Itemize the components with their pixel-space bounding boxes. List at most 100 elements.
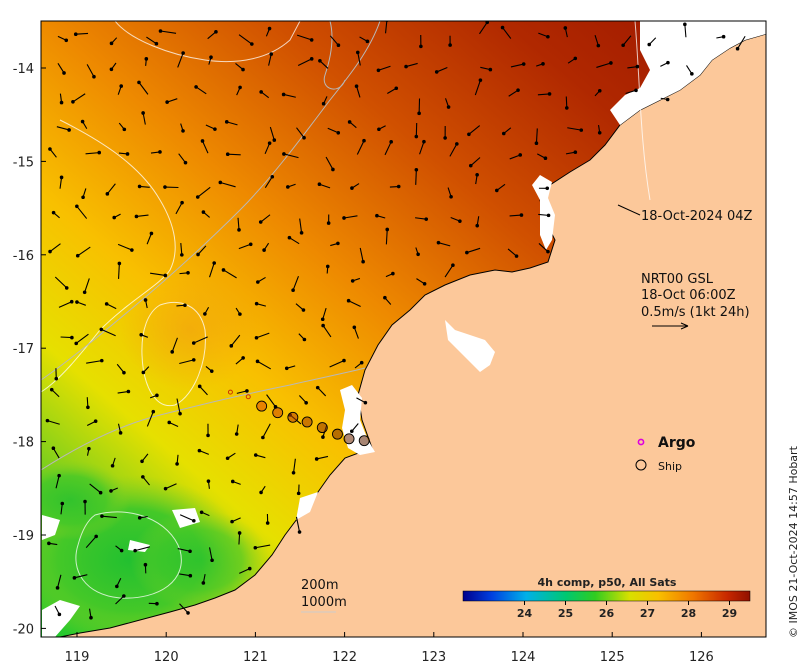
current-arrow [317, 387, 327, 397]
current-arrow [470, 157, 481, 167]
current-arrow [419, 141, 425, 155]
current-arrow-head [282, 152, 286, 156]
current-arrow-head [209, 55, 213, 60]
current-arrow-head [180, 200, 184, 205]
current-arrow-head [237, 531, 242, 535]
current-arrow [474, 79, 481, 96]
current-arrow [329, 360, 345, 368]
ship-legend-label: Ship [658, 460, 682, 473]
lon-tick-label: 122 [332, 650, 357, 665]
current-arrow [322, 307, 327, 320]
current-arrow-head [229, 344, 234, 348]
current-arrow-head [494, 188, 499, 193]
current-arrow-head [98, 490, 103, 495]
current-arrow [89, 483, 101, 494]
current-arrow [297, 58, 312, 67]
current-arrow [260, 214, 271, 223]
current-arrow [507, 248, 517, 257]
current-arrow [208, 547, 213, 561]
current-arrow [146, 233, 152, 245]
current-arrow-head [326, 221, 331, 225]
current-arrow-head [309, 57, 314, 61]
argo-marker-icon [637, 438, 645, 446]
current-arrow-head [126, 389, 131, 394]
current-arrow-head [71, 100, 75, 104]
current-arrow-head [194, 85, 198, 89]
current-arrow-head [72, 576, 77, 580]
current-arrow-head [579, 128, 584, 132]
current-arrow-head [448, 43, 452, 47]
current-arrow-head [201, 210, 206, 214]
land-mass [59, 33, 766, 637]
current-arrow [72, 93, 86, 103]
lat-tick-label: -15 [13, 155, 34, 170]
current-arrow [150, 272, 166, 276]
current-arrow [567, 127, 582, 131]
current-arrow [55, 475, 60, 489]
current-arrow-head [167, 420, 172, 425]
current-arrow-head [516, 88, 520, 92]
current-arrow [415, 169, 417, 185]
current-arrow [58, 301, 72, 308]
current-arrow-head [191, 358, 196, 362]
current-arrow-head [45, 418, 50, 423]
current-arrow-head [501, 131, 506, 136]
current-arrow [296, 127, 305, 139]
lat-tick-label: -17 [13, 342, 34, 357]
current-scale-label: 0.5m/s (1kt 24h) [641, 305, 750, 320]
current-arrow-head [155, 393, 159, 398]
current-arrow [179, 573, 191, 577]
current-arrow-head [321, 435, 325, 439]
current-arrow-head [331, 167, 335, 172]
current-arrow-head [151, 409, 156, 414]
current-arrow-head [99, 327, 104, 332]
current-arrow [256, 332, 270, 339]
current-arrow [84, 278, 90, 293]
colorbar-tick-label: 28 [681, 607, 696, 620]
current-arrow-head [59, 175, 64, 180]
current-arrow-head [383, 295, 387, 300]
current-arrow-head [281, 92, 286, 97]
current-arrow-head [635, 64, 640, 69]
current-arrow-head [186, 270, 190, 275]
current-arrow [357, 52, 361, 66]
current-arrow-head [82, 290, 87, 295]
current-arrow-head [203, 312, 207, 316]
current-arrow-head [297, 530, 302, 534]
current-arrow-head [210, 558, 214, 563]
current-arrow-head [291, 288, 295, 293]
current-arrow-head [213, 127, 217, 131]
current-arrow-head [475, 223, 480, 228]
current-arrow-head [500, 25, 505, 30]
ship-marker-icon [635, 459, 647, 471]
current-arrow-head [130, 248, 134, 252]
current-arrow [510, 63, 524, 68]
current-arrow-head [209, 369, 214, 373]
current-arrow-head [291, 470, 296, 475]
current-arrow-head [683, 22, 687, 27]
current-arrow-head [546, 213, 551, 218]
current-arrow-head [546, 34, 550, 39]
current-arrow-head [122, 127, 127, 132]
lon-tick-label: 124 [511, 650, 536, 665]
current-arrow [57, 63, 65, 74]
current-arrow-head [258, 220, 263, 224]
current-arrow-head [55, 586, 60, 590]
current-arrow-head [321, 323, 325, 328]
current-arrow-head [449, 194, 453, 199]
current-arrow-head [255, 359, 260, 364]
current-arrow-head [137, 80, 141, 85]
current-arrow [59, 177, 63, 189]
current-arrow [76, 205, 88, 219]
current-arrow [292, 458, 296, 473]
current-arrow-head [315, 385, 320, 390]
current-vectors [45, 21, 746, 620]
current-arrow-head [436, 240, 441, 245]
ship-track [227, 389, 370, 447]
current-arrow-head [534, 141, 539, 146]
current-arrow-head [665, 97, 670, 102]
current-arrow [175, 202, 183, 215]
current-arrow [54, 276, 68, 289]
current-arrow [565, 96, 568, 108]
current-arrow [299, 218, 303, 233]
